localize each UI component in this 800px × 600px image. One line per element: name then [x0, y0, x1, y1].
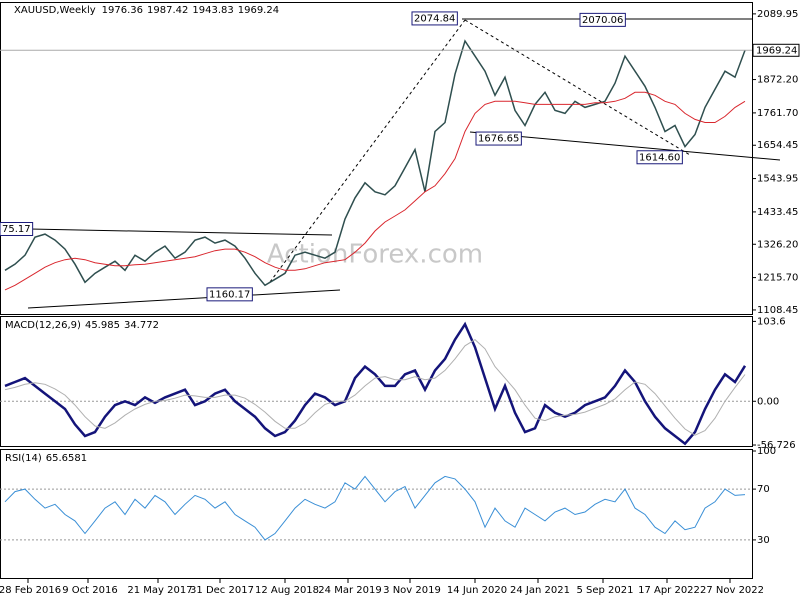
y-tick-label: 100: [757, 446, 776, 457]
signal-reading: 34.772: [124, 320, 159, 331]
annotation-label: 2070.06: [582, 15, 623, 26]
series-line: [4, 338, 746, 436]
trendline: [27, 289, 341, 309]
watermark: ActionForex.com: [267, 240, 483, 270]
x-tick-label: 28 Feb 2016: [0, 585, 61, 596]
low: 1943.83: [192, 5, 233, 16]
annotation-box: [411, 11, 458, 26]
y-tick-label: 70: [757, 484, 770, 495]
symbol: XAUUSD,Weekly: [14, 5, 96, 16]
rsi-title: RSI(14): [5, 453, 42, 464]
header: XAUUSD,Weekly 1976.36 1987.42 1943.83 1969.2…: [14, 5, 279, 16]
y-tick-label: 103.6: [757, 316, 786, 327]
x-tick-label: 14 Jun 2020: [447, 585, 507, 596]
price-panel: [0, 2, 753, 315]
y-tick-label: 1654.45: [757, 140, 798, 151]
annotation-box: [579, 12, 626, 27]
annotation-label: 75.17: [2, 224, 31, 235]
annotation-box: [206, 287, 253, 302]
rsi-panel: [0, 449, 753, 579]
series-line: [4, 475, 746, 541]
annotation-box: [475, 131, 522, 146]
y-tick-label: 1543.95: [757, 174, 798, 185]
x-tick-label: 31 Dec 2017: [190, 585, 254, 596]
series-line: [4, 321, 747, 446]
x-tick-label: 9 Oct 2016: [62, 585, 117, 596]
macd-reading: 45.985: [85, 320, 120, 331]
last-price-label: 1969.24: [756, 45, 797, 56]
annotation-box: [636, 150, 683, 165]
rsi-header: RSI(14) 65.6581: [5, 453, 87, 464]
y-tick-label: 2089.95: [757, 9, 798, 20]
x-tick-label: 12 Aug 2018: [255, 585, 319, 596]
y-tick-label: 1872.20: [757, 75, 798, 86]
last-price-box: [752, 43, 800, 57]
annotation-box: [0, 222, 34, 236]
series-line: [4, 91, 746, 291]
y-tick-label: 1326.20: [757, 239, 798, 250]
annotation-label: 2074.84: [414, 13, 455, 24]
y-tick-label: 0.00: [757, 396, 779, 407]
macd-title: MACD(12,26,9): [5, 320, 81, 331]
x-tick-label: 5 Sep 2021: [576, 585, 633, 596]
annotation-label: 1614.60: [639, 152, 680, 163]
y-tick-label: 1761.70: [757, 108, 798, 119]
x-tick-label: 21 May 2017: [127, 585, 192, 596]
open: 1976.36: [102, 5, 143, 16]
trendline: [464, 19, 691, 156]
annotation-label: 1676.65: [478, 134, 519, 145]
y-tick-label: 1215.70: [757, 273, 798, 284]
y-tick-label: 1433.45: [757, 207, 798, 218]
macd-header: MACD(12,26,9) 45.985 34.772: [5, 320, 159, 331]
macd-panel: [0, 316, 753, 447]
trendline: [269, 19, 466, 283]
x-tick-label: 24 Jan 2021: [510, 585, 570, 596]
annotation-label: 1160.17: [209, 289, 250, 300]
high: 1987.42: [147, 5, 188, 16]
y-tick-label: 30: [757, 535, 770, 546]
y-tick-label: 1108.45: [757, 305, 798, 316]
x-tick-label: 17 Apr 2022: [638, 585, 700, 596]
close: 1969.24: [238, 5, 279, 16]
x-tick-label: 3 Nov 2019: [383, 585, 441, 596]
rsi-reading: 65.6581: [46, 453, 87, 464]
x-tick-label: 27 Nov 2022: [700, 585, 764, 596]
y-tick-label: -56.726: [757, 440, 796, 451]
trendline: [29, 228, 333, 236]
x-tick-label: 24 Mar 2019: [318, 585, 381, 596]
